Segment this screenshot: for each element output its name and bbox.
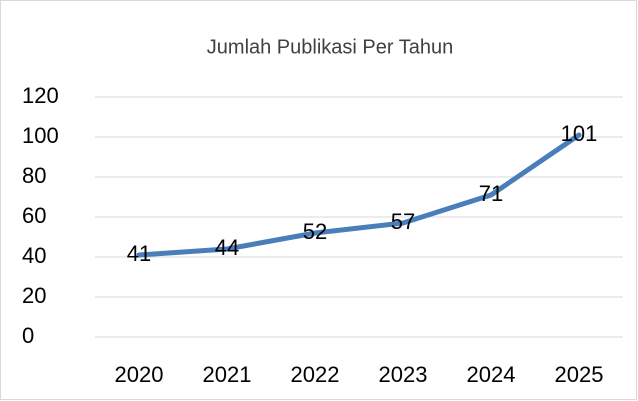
y-tick-label: 40 <box>22 243 46 268</box>
data-line <box>136 132 582 258</box>
x-tick-label: 2021 <box>203 362 252 387</box>
x-tick-label: 2025 <box>555 362 604 387</box>
data-label: 52 <box>303 219 327 244</box>
x-tick-label: 2023 <box>379 362 428 387</box>
x-tick-label: 2020 <box>115 362 164 387</box>
data-label: 44 <box>215 235 239 260</box>
y-tick-label: 120 <box>22 83 59 108</box>
data-label: 101 <box>561 121 598 146</box>
y-tick-label: 0 <box>22 323 34 348</box>
data-label: 71 <box>479 181 503 206</box>
x-tick-label: 2024 <box>467 362 516 387</box>
x-tick-label: 2022 <box>291 362 340 387</box>
y-tick-label: 100 <box>22 123 59 148</box>
y-tick-label: 80 <box>22 163 46 188</box>
data-label: 57 <box>391 209 415 234</box>
data-label: 41 <box>127 241 151 266</box>
y-tick-label: 60 <box>22 203 46 228</box>
y-tick-label: 20 <box>22 283 46 308</box>
chart-title: Jumlah Publikasi Per Tahun <box>207 36 453 58</box>
